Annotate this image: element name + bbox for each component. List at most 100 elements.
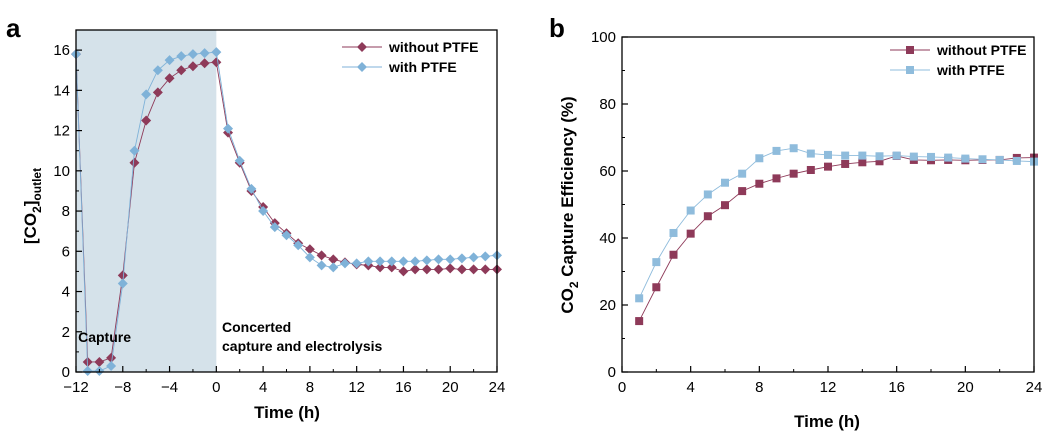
data-point: [410, 264, 421, 275]
data-point: [398, 266, 409, 277]
y-tick-label: 20: [599, 297, 616, 314]
data-point: [304, 244, 315, 255]
data-point: [211, 47, 222, 58]
x-tick-label: 0: [618, 379, 626, 396]
data-point: [94, 356, 105, 367]
data-point: [635, 294, 644, 303]
data-point: [187, 49, 198, 60]
x-tick-label: 4: [259, 379, 267, 396]
legend-label: without PTFE: [936, 42, 1026, 58]
data-point: [141, 115, 152, 126]
data-point: [375, 256, 386, 267]
x-tick-label: −8: [114, 379, 131, 396]
y-tick-label: 6: [62, 243, 70, 260]
data-point: [106, 360, 117, 371]
x-tick-label: 12: [348, 379, 365, 396]
data-point: [456, 264, 467, 275]
x-tick-label: 12: [820, 379, 837, 396]
legend-label: with PTFE: [936, 62, 1005, 78]
data-point: [386, 256, 397, 267]
series-line: [638, 155, 1035, 322]
data-point: [738, 187, 747, 196]
data-point: [480, 251, 491, 262]
data-point: [445, 263, 456, 274]
legend-marker: [906, 46, 914, 54]
data-point: [234, 155, 245, 166]
x-tick-label: −12: [63, 379, 88, 396]
data-point: [106, 352, 117, 363]
x-tick-label: 16: [888, 379, 905, 396]
data-point: [858, 151, 867, 160]
legend-marker: [357, 62, 367, 72]
y-tick-label: 2: [62, 324, 70, 341]
y-tick-label: 16: [53, 42, 70, 59]
y-tick-label: 10: [53, 163, 70, 180]
annotation-concerted-line1: Concerted: [222, 319, 291, 335]
data-point: [721, 201, 729, 210]
x-tick-label: 0: [212, 379, 220, 396]
x-axis-label-a: Time (h): [254, 403, 320, 422]
data-point: [480, 264, 491, 275]
y-tick-label: 8: [62, 203, 70, 220]
y-tick-label: 14: [53, 82, 70, 99]
x-ticks-b: 0 4 8 12 16 20 24: [618, 366, 1042, 396]
data-point: [269, 222, 280, 233]
data-point: [421, 255, 432, 266]
data-point: [703, 190, 712, 199]
data-point: [386, 262, 397, 273]
data-point: [246, 183, 257, 194]
data-point: [772, 174, 781, 183]
data-point: [875, 157, 884, 166]
y-tick-label: 12: [53, 123, 70, 140]
x-tick-label: 8: [306, 379, 314, 396]
data-point: [806, 165, 815, 174]
data-point: [892, 151, 901, 160]
data-point: [909, 152, 918, 161]
data-point: [223, 123, 234, 134]
data-point: [456, 253, 467, 264]
annotation-capture: Capture: [78, 329, 131, 345]
data-point: [789, 144, 798, 153]
data-point: [772, 146, 781, 155]
data-point: [669, 250, 678, 259]
y-ticks-a: 0 2 4 6 8 10 12 14 16: [53, 42, 82, 381]
x-tick-label: 4: [686, 379, 694, 396]
panel-b-chart: b 0 4 8 12 16 20 24 0 20 40 60 80 100 Time (h) CO2 …: [549, 13, 1042, 431]
panel-a-label: a: [6, 13, 21, 43]
series-line: [638, 147, 1035, 299]
legend-a: without PTFE with PTFE: [342, 39, 478, 75]
data-point: [211, 57, 222, 68]
data-point: [1012, 156, 1021, 165]
x-tick-label: 8: [755, 379, 763, 396]
data-point: [433, 254, 444, 265]
data-point: [995, 155, 1004, 164]
series-without-ptfe-b: [635, 151, 1038, 326]
data-point: [164, 73, 175, 84]
legend-marker: [906, 66, 914, 74]
data-point: [841, 151, 850, 160]
series-with-ptfe-b: [635, 144, 1038, 303]
panel-b-label: b: [549, 13, 565, 43]
data-point: [129, 157, 140, 168]
data-point: [363, 256, 374, 267]
legend-label: without PTFE: [388, 39, 478, 55]
data-point: [652, 283, 661, 292]
data-point: [117, 278, 128, 289]
plot-frame-b: [621, 36, 1035, 373]
y-tick-label: 80: [599, 96, 616, 113]
data-point: [669, 228, 678, 237]
data-point: [375, 262, 386, 273]
data-point: [421, 264, 432, 275]
x-tick-label: −4: [161, 379, 178, 396]
data-point: [176, 65, 187, 76]
data-point: [961, 154, 970, 163]
x-ticks-a: −12 −8 −4 0 4 8 12 16 20 24: [63, 366, 505, 396]
data-point: [703, 212, 712, 221]
data-point: [410, 256, 421, 267]
data-point: [824, 150, 832, 159]
data-point: [806, 149, 815, 158]
y-axis-label-b: CO2 Capture Efficiency (%): [558, 96, 581, 313]
y-ticks-b: 0 20 40 60 80 100: [591, 29, 628, 381]
data-point: [117, 270, 128, 281]
